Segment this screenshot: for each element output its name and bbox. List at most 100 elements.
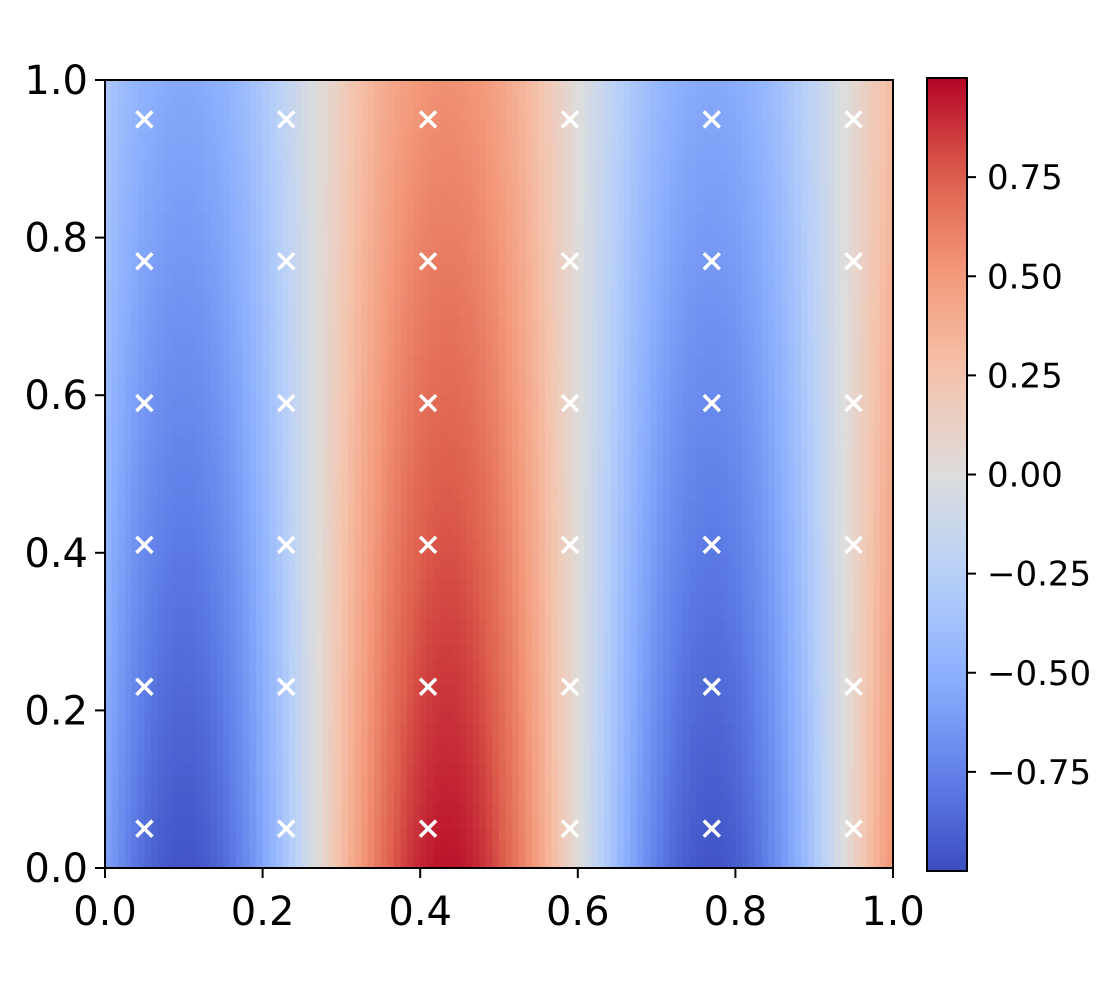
heatmap-cell: [630, 368, 638, 383]
heatmap-cell: [518, 815, 526, 830]
heatmap-cell: [446, 552, 454, 567]
heatmap-cell: [321, 500, 329, 514]
heatmap-cell: [453, 815, 461, 830]
heatmap-cell: [492, 828, 500, 843]
heatmap-cell: [663, 592, 671, 606]
heatmap-cell: [347, 408, 356, 423]
heatmap-cell: [269, 579, 277, 593]
heatmap-cell: [485, 644, 494, 659]
heatmap-cell: [472, 500, 480, 514]
heatmap-cell: [262, 565, 270, 580]
heatmap-cell: [827, 854, 835, 868]
heatmap-cell: [656, 513, 664, 528]
heatmap-cell: [564, 644, 572, 659]
heatmap-cell: [446, 776, 454, 790]
heatmap-cell: [472, 342, 480, 357]
heatmap-cell: [400, 592, 408, 606]
heatmap-cell: [354, 513, 362, 528]
heatmap-cell: [538, 828, 546, 843]
heatmap-cell: [249, 723, 257, 738]
heatmap-cell: [374, 815, 382, 830]
heatmap-cell: [787, 723, 796, 738]
heatmap-cell: [321, 592, 329, 606]
heatmap-cell: [597, 539, 605, 554]
heatmap-cell: [196, 447, 205, 462]
heatmap-cell: [334, 513, 342, 528]
heatmap-cell: [630, 579, 638, 593]
heatmap-cell: [886, 815, 893, 830]
heatmap-cell: [466, 565, 474, 580]
heatmap-cell: [564, 762, 572, 777]
heatmap-cell: [801, 684, 809, 698]
heatmap-cell: [617, 552, 625, 567]
heatmap-cell: [302, 500, 310, 514]
heatmap-cell: [525, 828, 533, 843]
heatmap-cell: [604, 710, 612, 725]
heatmap-cell: [617, 474, 625, 488]
heatmap-cell: [308, 421, 316, 436]
heatmap-cell: [709, 684, 717, 698]
heatmap-cell: [682, 421, 691, 436]
heatmap-cell: [380, 828, 388, 843]
heatmap-cell: [196, 434, 205, 449]
heatmap-cell: [512, 342, 520, 357]
heatmap-cell: [288, 329, 297, 344]
heatmap-cell: [472, 421, 480, 436]
heatmap-cell: [551, 579, 559, 593]
heatmap-cell: [295, 342, 303, 357]
heatmap-cell: [453, 579, 461, 593]
heatmap-cell: [361, 854, 369, 868]
heatmap-cell: [485, 671, 494, 685]
heatmap-cell: [499, 684, 507, 698]
heatmap-cell: [722, 355, 730, 370]
heatmap-cell: [433, 474, 441, 488]
heatmap-cell: [682, 789, 691, 803]
heatmap-cell: [590, 526, 599, 541]
heatmap-cell: [630, 618, 638, 633]
heatmap-cell: [111, 565, 119, 580]
heatmap-cell: [505, 539, 513, 554]
heatmap-cell: [787, 329, 796, 344]
heatmap-cell: [131, 329, 139, 344]
heatmap-cell: [577, 565, 585, 580]
heatmap-cell: [696, 474, 704, 488]
heatmap-cell: [709, 526, 717, 541]
heatmap-cell: [374, 474, 382, 488]
heatmap-cell: [229, 316, 237, 331]
heatmap-cell: [400, 565, 408, 580]
heatmap-cell: [144, 460, 152, 475]
heatmap-cell: [413, 579, 421, 593]
heatmap-cell: [328, 657, 336, 672]
heatmap-cell: [696, 644, 704, 659]
heatmap-cell: [387, 368, 395, 383]
heatmap-cell: [755, 342, 763, 357]
heatmap-cell: [256, 329, 264, 344]
heatmap-cell: [302, 434, 310, 449]
heatmap-cell: [577, 854, 585, 868]
heatmap-cell: [656, 355, 664, 370]
heatmap-cell: [183, 644, 191, 659]
heatmap-cell: [879, 408, 888, 423]
heatmap-cell: [564, 723, 572, 738]
heatmap-cell: [669, 592, 677, 606]
heatmap-cell: [124, 500, 132, 514]
heatmap-cell: [741, 657, 750, 672]
heatmap-cell: [820, 631, 828, 646]
heatmap-cell: [183, 657, 191, 672]
heatmap-cell: [328, 736, 336, 751]
heatmap-cell: [623, 329, 631, 344]
heatmap-cell: [354, 736, 362, 751]
heatmap-cell: [262, 513, 270, 528]
heatmap-cell: [393, 776, 402, 790]
heatmap-cell: [131, 644, 139, 659]
heatmap-cell: [223, 762, 231, 777]
heatmap-cell: [505, 434, 513, 449]
heatmap-cell: [236, 723, 244, 738]
heatmap-cell: [669, 657, 677, 672]
heatmap-cell: [361, 749, 369, 764]
heatmap-cell: [288, 513, 297, 528]
heatmap-cell: [288, 592, 297, 606]
heatmap-cell: [242, 631, 251, 646]
heatmap-cell: [610, 474, 618, 488]
heatmap-cell: [236, 684, 244, 698]
